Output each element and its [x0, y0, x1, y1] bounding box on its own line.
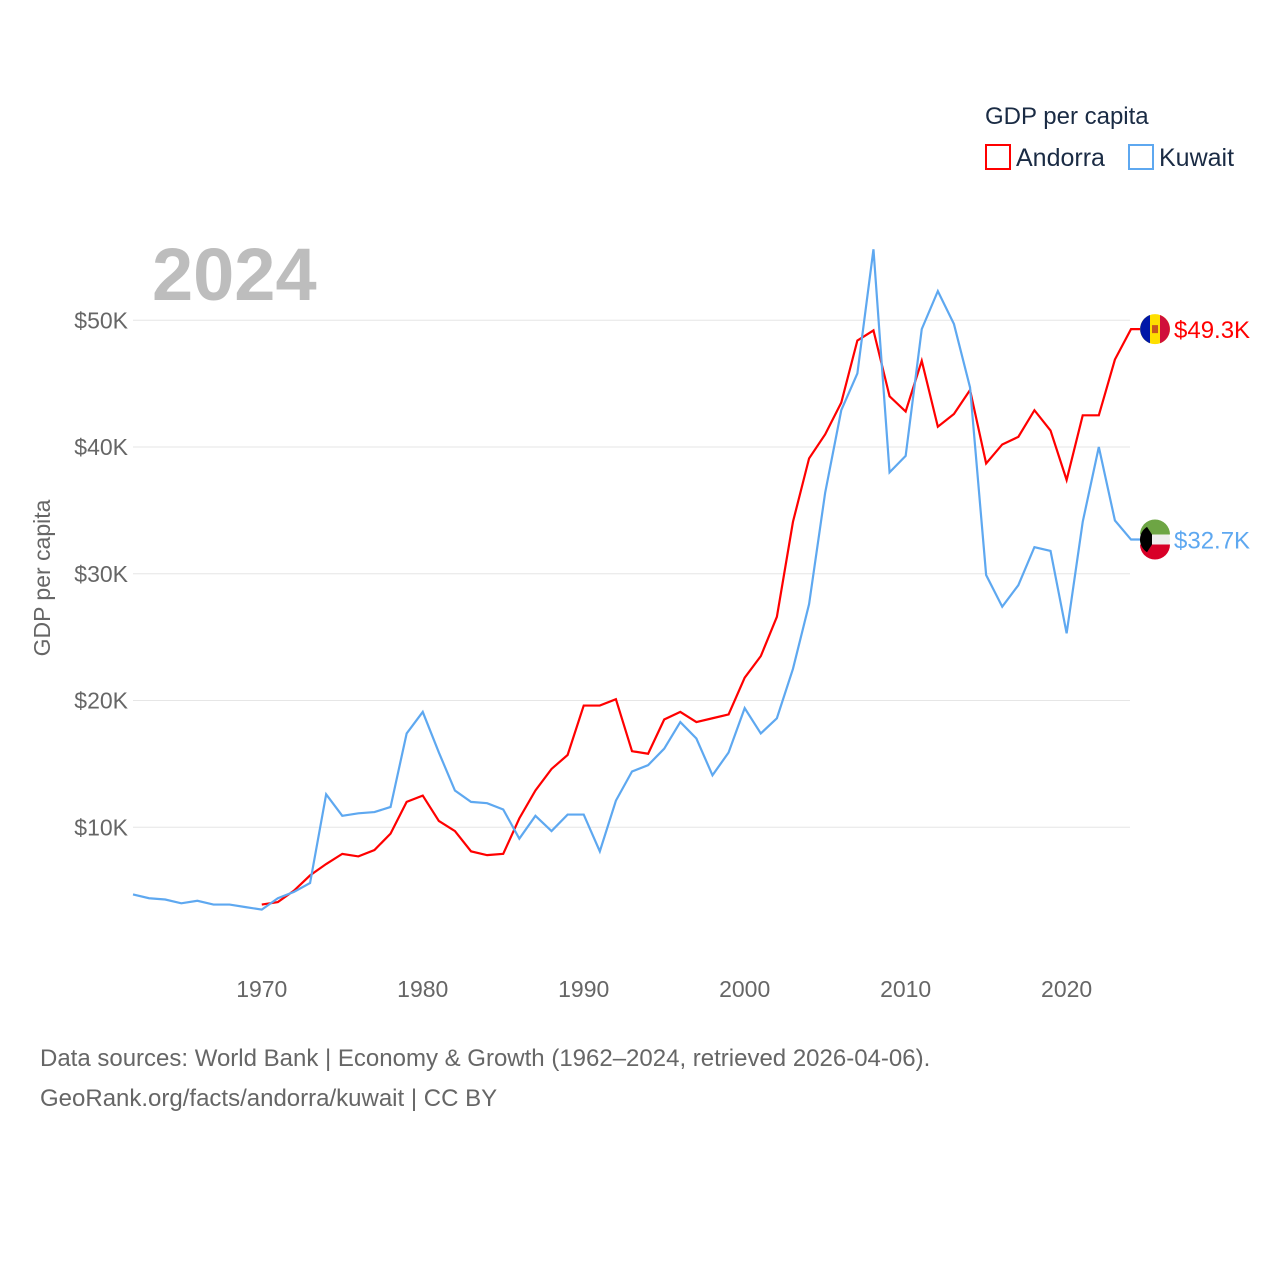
y-tick-label: $40K — [74, 434, 128, 460]
flag-red — [1160, 315, 1170, 344]
flag-crest — [1152, 325, 1158, 334]
source-line-1: Data sources: World Bank | Economy & Gro… — [40, 1045, 931, 1072]
y-tick-label: $30K — [74, 561, 128, 587]
x-tick-label: 1990 — [558, 976, 609, 1002]
flag-blue — [1140, 315, 1150, 344]
x-tick-label: 1970 — [236, 976, 287, 1002]
series-line-kuwait — [132, 249, 1141, 911]
y-axis-label: GDP per capita — [29, 499, 55, 656]
flag-black — [1139, 526, 1152, 553]
series-line-andorra — [261, 328, 1141, 906]
x-tick-label: 2020 — [1041, 976, 1092, 1002]
source-line-2[interactable]: GeoRank.org/facts/andorra/kuwait | CC BY — [40, 1085, 498, 1112]
end-label-andorra: $49.3K — [1174, 317, 1250, 344]
legend-label-andorra: Andorra — [1016, 144, 1105, 172]
y-tick-label: $20K — [74, 688, 128, 714]
x-tick-label: 1980 — [397, 976, 448, 1002]
legend-title: GDP per capita — [985, 103, 1149, 130]
x-tick-label: 2000 — [719, 976, 770, 1002]
x-tick-label: 2010 — [880, 976, 931, 1002]
year-title: 2024 — [152, 233, 317, 316]
y-tick-label: $50K — [74, 307, 128, 333]
y-tick-label: $10K — [74, 814, 128, 840]
legend-swatch-kuwait — [1128, 144, 1154, 170]
end-label-kuwait: $32.7K — [1174, 528, 1250, 555]
legend-swatch-andorra — [985, 144, 1011, 170]
legend-label-kuwait: Kuwait — [1159, 144, 1234, 172]
